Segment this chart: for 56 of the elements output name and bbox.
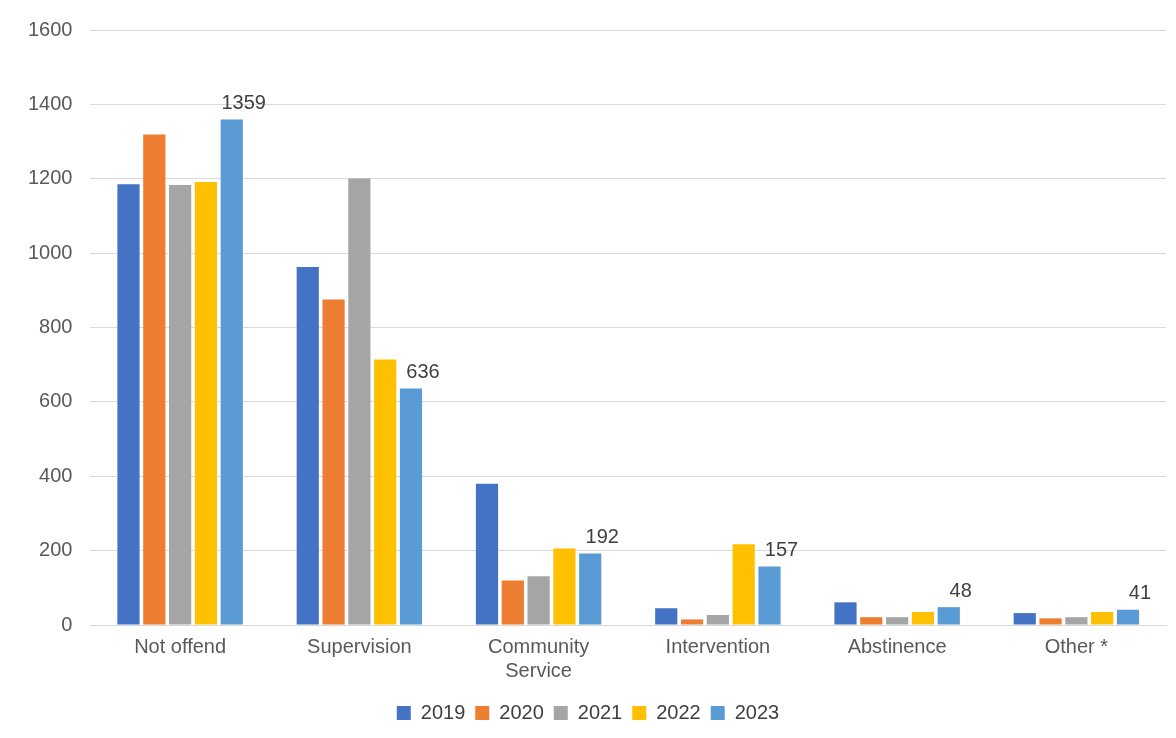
bar — [399, 388, 423, 625]
x-tick-label: Abstinence — [847, 634, 947, 657]
bar — [348, 178, 371, 625]
bar — [834, 602, 857, 625]
legend-label: 2022 — [656, 700, 701, 723]
legend-label: 2023 — [734, 700, 780, 723]
x-tick-label: Intervention — [665, 634, 771, 657]
y-tick-label: 200 — [39, 538, 73, 561]
bar — [911, 611, 935, 625]
bar — [501, 580, 524, 625]
bar — [886, 617, 909, 625]
data-label: 1359 — [221, 91, 266, 114]
bar — [527, 576, 550, 625]
bar — [680, 619, 704, 625]
bar — [374, 359, 397, 625]
data-label: 636 — [406, 360, 440, 382]
data-label: 192 — [585, 525, 619, 548]
bar — [860, 617, 883, 625]
legend-label: 2020 — [499, 700, 544, 723]
bar — [732, 544, 755, 625]
bar — [579, 553, 602, 625]
y-tick-label: 1600 — [27, 17, 73, 40]
data-label: 48 — [949, 578, 972, 601]
x-tick-label: Community Service — [488, 634, 590, 681]
bar — [1039, 618, 1062, 625]
bar — [706, 614, 729, 625]
bar — [296, 266, 319, 625]
y-tick-label: 1200 — [27, 166, 73, 189]
bar — [475, 483, 499, 625]
bar — [937, 607, 960, 625]
x-tick-label: Not offend — [134, 634, 227, 657]
bar — [1116, 609, 1140, 625]
y-tick-label: 1400 — [27, 91, 73, 114]
legend-label: 2019 — [420, 700, 466, 723]
y-tick-label: 0 — [61, 612, 73, 635]
bar — [322, 299, 345, 625]
bar — [758, 566, 781, 625]
legend-label: 2021 — [577, 700, 623, 723]
x-tick-label: Other * — [1044, 634, 1109, 657]
bar — [1065, 617, 1088, 625]
bar — [143, 134, 166, 625]
bar — [1091, 611, 1114, 625]
y-tick-label: 1000 — [27, 240, 73, 263]
bar — [553, 548, 576, 625]
x-tick-label: Supervision — [307, 634, 412, 657]
y-tick-label: 600 — [39, 389, 73, 412]
bar — [220, 119, 243, 625]
bar — [194, 182, 218, 625]
bar — [169, 185, 192, 625]
data-label: 41 — [1128, 581, 1152, 604]
bar — [1013, 613, 1036, 625]
bar — [117, 184, 140, 625]
data-label: 157 — [764, 538, 799, 561]
bar — [655, 608, 678, 625]
y-tick-label: 800 — [39, 315, 73, 338]
y-tick-label: 400 — [39, 463, 73, 486]
